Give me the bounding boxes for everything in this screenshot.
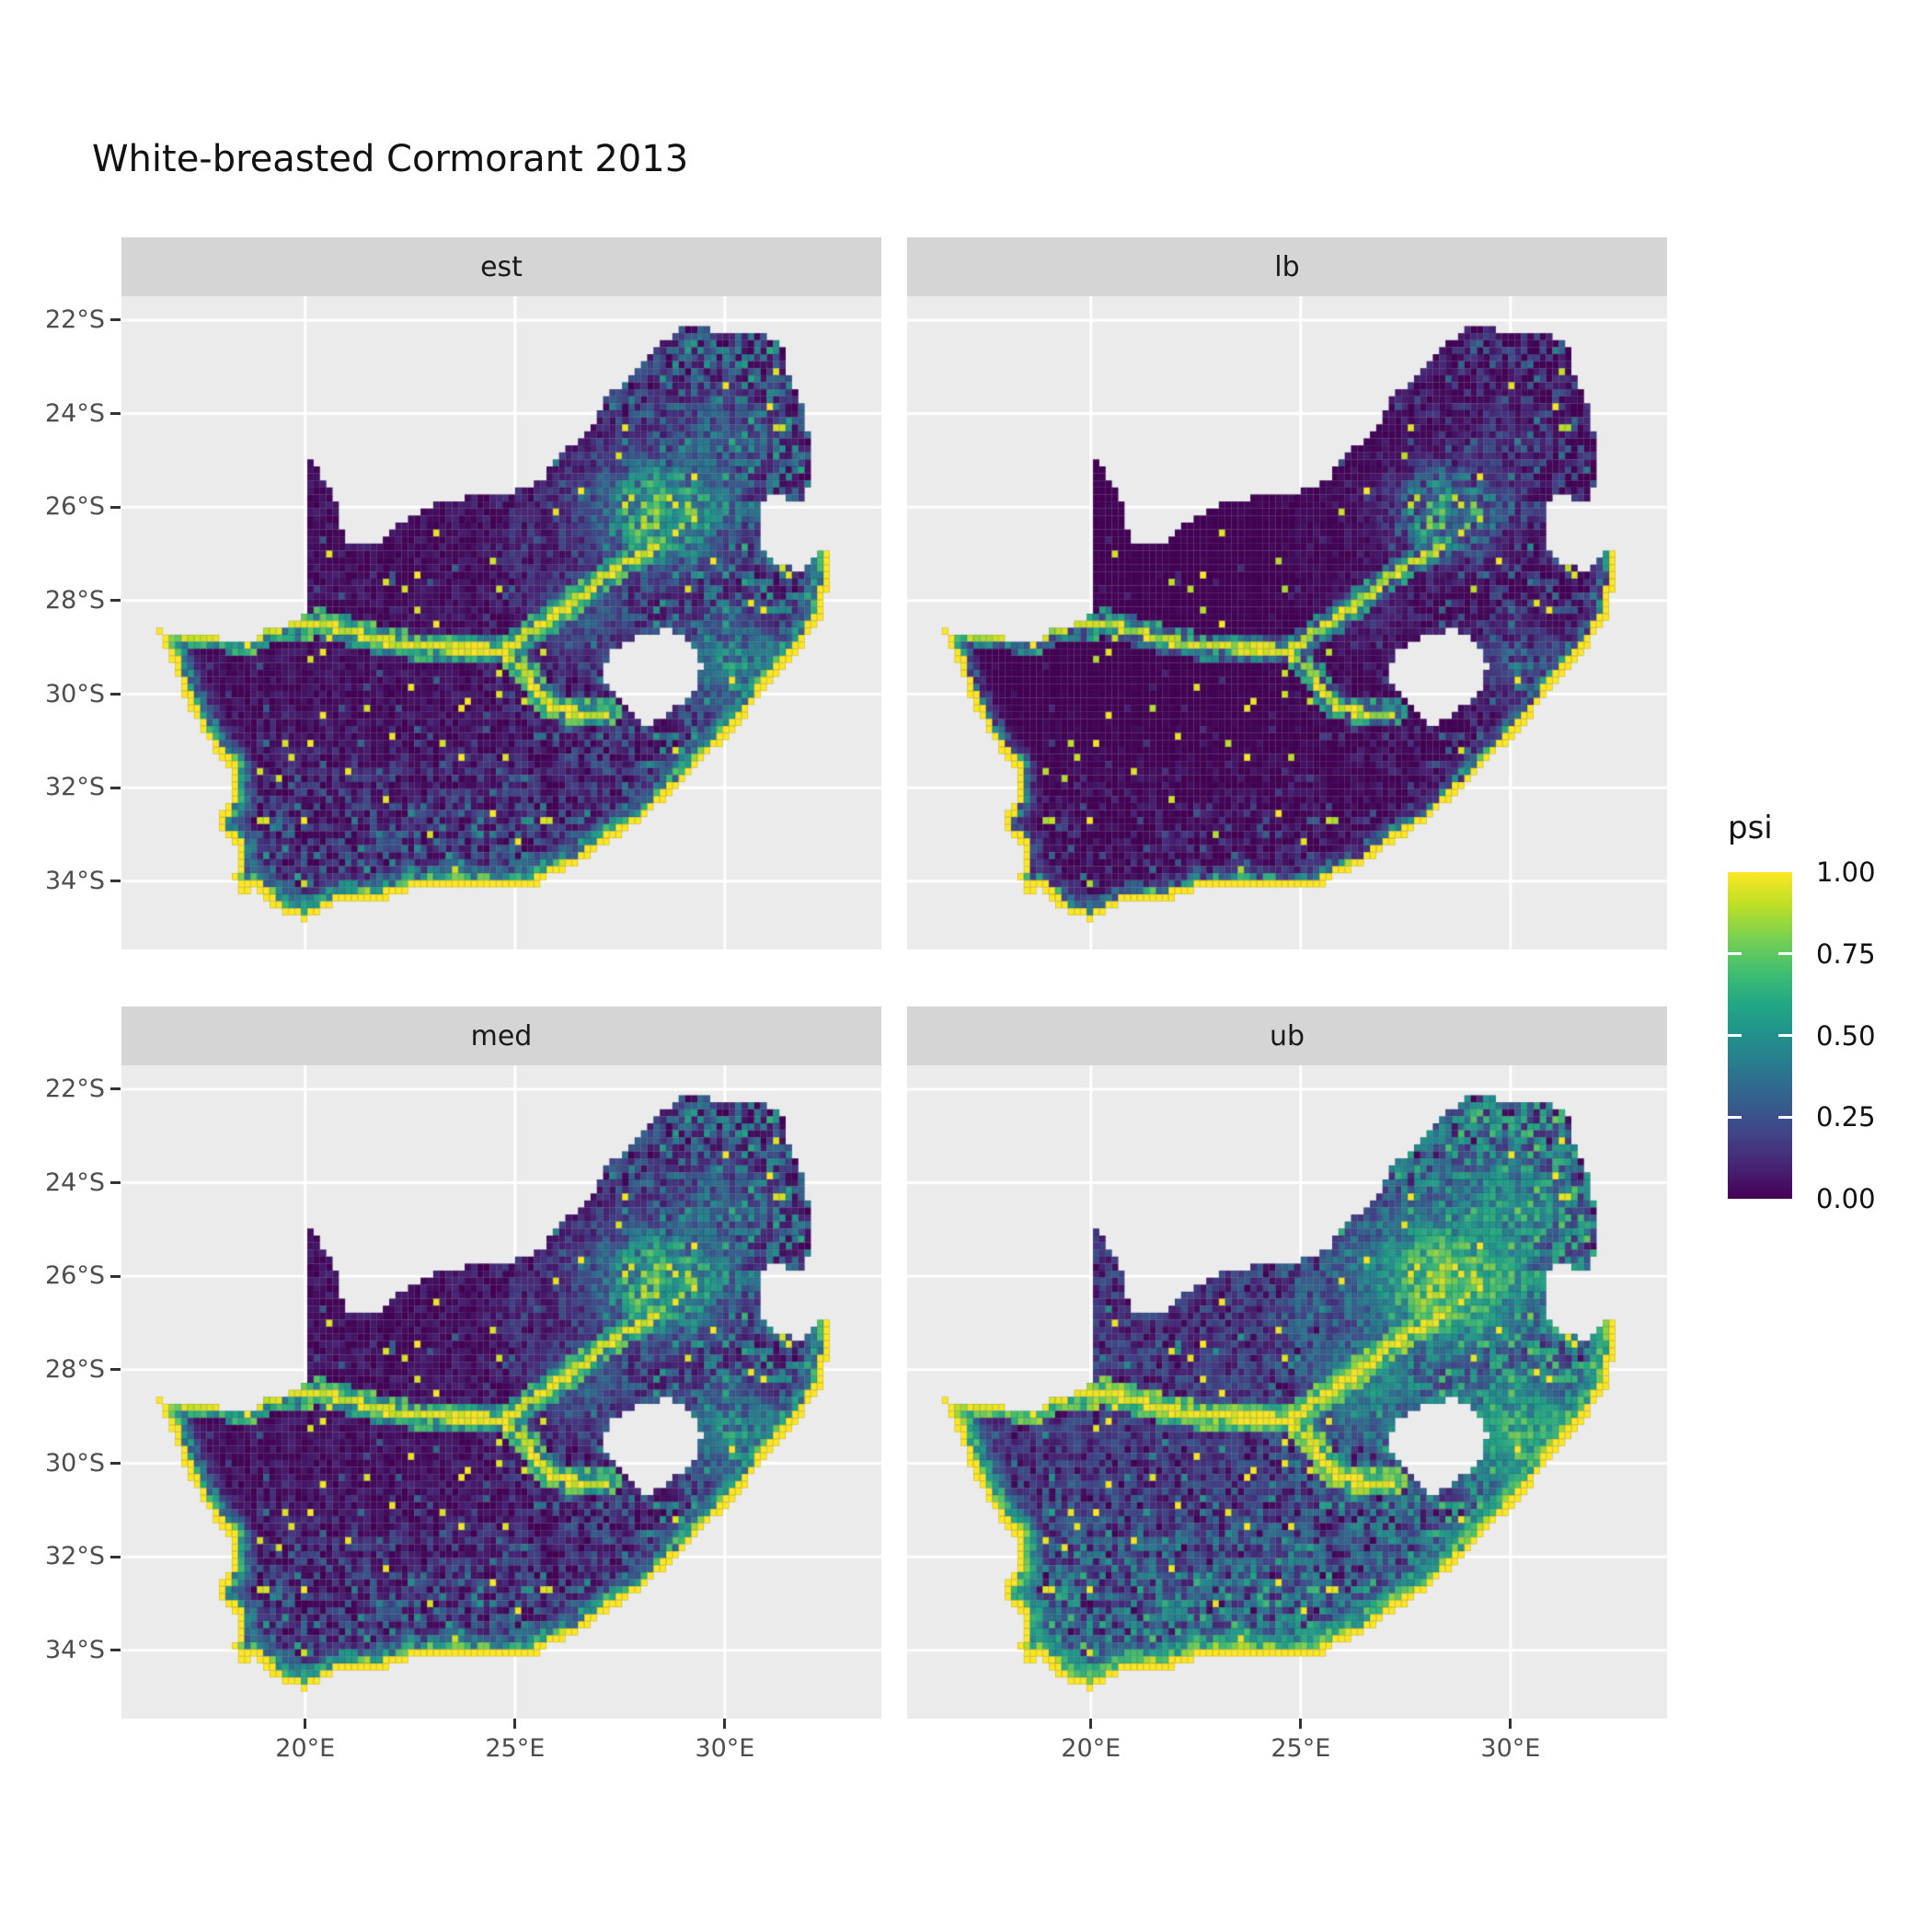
y-axis-tick-mark: [110, 1368, 121, 1372]
y-axis-tick-mark: [110, 1555, 121, 1558]
legend-tick-mark: [1778, 1115, 1792, 1119]
y-axis-tick-label: 30°S: [45, 679, 105, 708]
y-axis-tick-mark: [110, 786, 121, 789]
facet-med: med: [121, 1006, 881, 1719]
x-axis-tick-mark: [513, 1719, 517, 1729]
legend-tick-label: 1.00: [1816, 857, 1876, 888]
plot-title: White-breasted Cormorant 2013: [92, 138, 689, 180]
y-axis-tick-mark: [110, 880, 121, 883]
legend-colorbar: [1728, 872, 1792, 1199]
facet-strip-label-ub: ub: [1269, 1019, 1305, 1052]
y-axis-tick-label: 34°S: [45, 866, 105, 895]
x-axis-tick-label: 20°E: [275, 1734, 336, 1763]
y-axis-tick-label: 22°S: [45, 1074, 105, 1103]
facet-strip-est: est: [121, 237, 881, 296]
legend-tick-label: 0.75: [1816, 937, 1876, 970]
facet-ub: ub: [907, 1006, 1667, 1719]
facet-strip-lb: lb: [907, 237, 1667, 296]
facet-strip-label-est: est: [480, 250, 523, 283]
facet-strip-label-lb: lb: [1274, 250, 1300, 283]
y-axis-tick-label: 26°S: [45, 1261, 105, 1291]
facet-strip-ub: ub: [907, 1006, 1667, 1065]
facet-est: est: [121, 237, 881, 949]
legend-tick-mark: [1728, 1115, 1742, 1119]
x-axis-tick-mark: [723, 1719, 727, 1729]
y-axis-tick-mark: [110, 599, 121, 603]
x-axis-tick-mark: [304, 1719, 307, 1729]
x-axis-tick-mark: [1299, 1719, 1303, 1729]
x-axis-tick-mark: [1509, 1719, 1512, 1729]
y-axis-tick-mark: [110, 505, 121, 509]
y-axis-tick-label: 32°S: [45, 773, 105, 802]
y-axis-tick-mark: [110, 318, 121, 322]
x-axis-tick-label: 25°E: [485, 1734, 546, 1763]
y-axis-tick-mark: [110, 1649, 121, 1652]
y-axis-tick-mark: [110, 693, 121, 696]
y-axis-tick-mark: [110, 1087, 121, 1091]
y-axis-tick-label: 28°S: [45, 1354, 105, 1384]
y-axis-tick-label: 28°S: [45, 585, 105, 615]
x-axis-tick-label: 20°E: [1061, 1734, 1121, 1763]
map-canvas-lb: [907, 296, 1667, 949]
facet-strip-label-med: med: [470, 1019, 533, 1052]
facet-lb: lb: [907, 237, 1667, 949]
y-axis-tick-mark: [110, 1181, 121, 1185]
legend-tick-label: 0.00: [1816, 1183, 1876, 1214]
facet-strip-med: med: [121, 1006, 881, 1065]
y-axis-tick-label: 22°S: [45, 305, 105, 334]
y-axis-tick-mark: [110, 1462, 121, 1465]
legend-tick-mark: [1778, 1034, 1792, 1037]
legend-tick-mark: [1728, 1034, 1742, 1037]
map-canvas-est: [121, 296, 881, 949]
y-axis-tick-label: 26°S: [45, 492, 105, 522]
y-axis-tick-label: 34°S: [45, 1635, 105, 1664]
legend-tick-label: 0.50: [1816, 1019, 1876, 1052]
map-canvas-med: [121, 1065, 881, 1719]
x-axis-tick-mark: [1089, 1719, 1093, 1729]
legend-tick-label: 0.25: [1816, 1101, 1876, 1133]
y-axis-tick-label: 30°S: [45, 1448, 105, 1478]
y-axis-tick-mark: [110, 412, 121, 416]
map-canvas-ub: [907, 1065, 1667, 1719]
x-axis-tick-label: 30°E: [1480, 1734, 1541, 1763]
y-axis-tick-label: 32°S: [45, 1542, 105, 1571]
legend-tick-mark: [1728, 952, 1742, 956]
x-axis-tick-label: 30°E: [695, 1734, 755, 1763]
y-axis-tick-label: 24°S: [45, 398, 105, 428]
x-axis-tick-label: 25°E: [1271, 1734, 1331, 1763]
legend-tick-mark: [1778, 952, 1792, 956]
y-axis-tick-mark: [110, 1274, 121, 1278]
legend-title: psi: [1728, 810, 1773, 846]
y-axis-tick-label: 24°S: [45, 1167, 105, 1197]
